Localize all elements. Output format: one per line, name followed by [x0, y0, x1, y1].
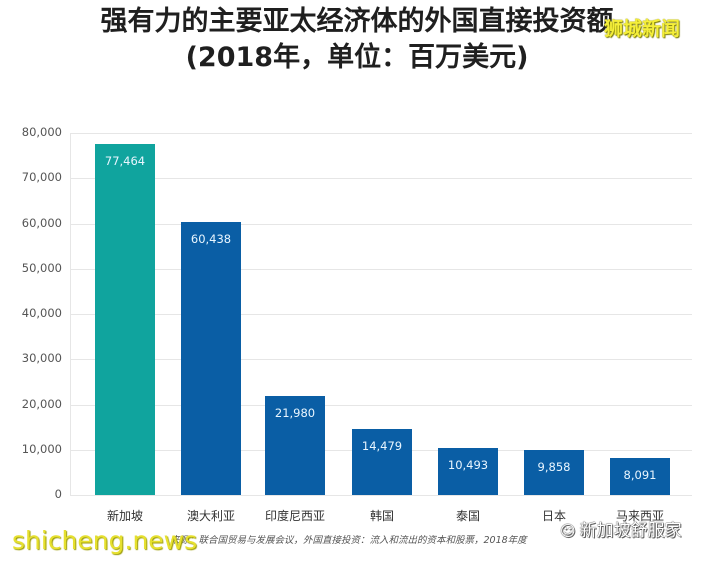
y-tick-label: 40,000 — [21, 306, 62, 320]
chart-title: 强有力的主要亚太经济体的外国直接投资额 (2018年，单位：百万美元) — [0, 4, 714, 76]
bar-6: 8,091 — [610, 458, 670, 495]
watermark-bottom-right: ☺ 新加坡舒服家 — [560, 516, 682, 541]
gridline — [70, 404, 692, 406]
gridline — [70, 268, 692, 270]
bar-value-label: 8,091 — [623, 468, 657, 483]
watermark-bottom-right-text: 新加坡舒服家 — [579, 521, 682, 541]
bar-2: 21,980 — [265, 395, 325, 495]
x-category-label: 日本 — [541, 509, 566, 523]
y-tick-label: 0 — [54, 487, 62, 501]
gridline — [70, 314, 692, 315]
y-tick-label: 70,000 — [21, 170, 62, 185]
bar-1: 60,438 — [181, 221, 241, 495]
y-tick-label: 10,000 — [21, 441, 62, 456]
gridline — [70, 133, 692, 134]
bar-4: 10,493 — [438, 447, 498, 495]
bar-3: 14,479 — [352, 429, 412, 495]
x-category-label: 印度尼西亚 — [264, 509, 325, 523]
y-tick-label: 80,000 — [21, 125, 62, 139]
bar-5: 9,858 — [524, 450, 584, 495]
x-category-label: 泰国 — [455, 509, 480, 523]
y-tick-label: 60,000 — [21, 215, 62, 230]
x-category-label: 韩国 — [369, 509, 394, 523]
bar-value-label: 77,464 — [104, 154, 146, 169]
x-category-label: 马来西亚 — [615, 509, 664, 523]
bar-value-label: 10,493 — [447, 457, 489, 472]
x-category-label: 新加坡 — [106, 509, 143, 523]
bar-value-label: 14,479 — [361, 439, 403, 454]
chart-title-line2: (2018年，单位：百万美元) — [185, 42, 529, 73]
x-category-label: 澳大利亚 — [186, 509, 235, 523]
gridline — [70, 178, 692, 180]
bar-0: 77,464 — [95, 144, 155, 495]
bar-value-label: 9,858 — [537, 460, 571, 475]
gridline — [70, 359, 692, 361]
bar-value-label: 60,438 — [190, 231, 232, 246]
wechat-icon: ☺ — [560, 522, 576, 540]
watermark-bottom-left: shicheng.news — [12, 526, 198, 555]
gridline — [70, 223, 692, 225]
gridline — [70, 495, 692, 496]
y-tick-label: 30,000 — [21, 351, 62, 366]
watermark-top-right: 狮城新闻 — [604, 18, 681, 40]
bar-value-label: 21,980 — [274, 405, 316, 420]
y-tick-label: 20,000 — [21, 396, 62, 411]
chart-title-line1: 强有力的主要亚太经济体的外国直接投资额 — [100, 6, 614, 37]
source-note: 来源：联合国贸易与发展会议，外国直接投资：流入和流出的资本和股票，2018年度 — [170, 535, 527, 546]
y-tick-label: 50,000 — [21, 260, 62, 275]
